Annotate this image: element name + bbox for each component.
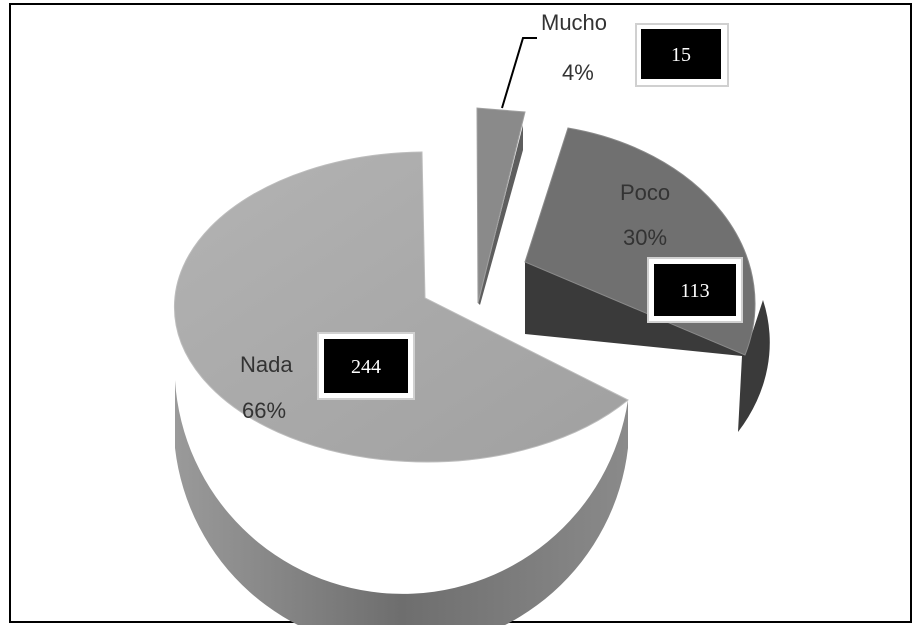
slice-mucho-side [478,125,523,305]
value-box-poco: 113 [647,257,743,323]
slice-nada-side [175,380,628,625]
value-box-nada: 244 [317,332,415,400]
label-nada-percent: 66% [242,398,286,423]
label-mucho-percent: 4% [562,60,594,85]
slice-mucho [476,107,526,304]
value-box-mucho: 15 [635,23,729,87]
slice-nada [173,151,629,463]
mucho-leader-line [501,37,537,109]
label-poco-name: Poco [620,180,670,205]
value-mucho: 15 [671,44,691,66]
label-poco-percent: 30% [623,225,667,250]
label-mucho-name: Mucho [541,10,607,35]
value-poco: 113 [680,280,709,302]
label-nada-name: Nada [240,352,293,377]
slice-poco-side [525,262,770,432]
value-nada: 244 [351,356,381,378]
